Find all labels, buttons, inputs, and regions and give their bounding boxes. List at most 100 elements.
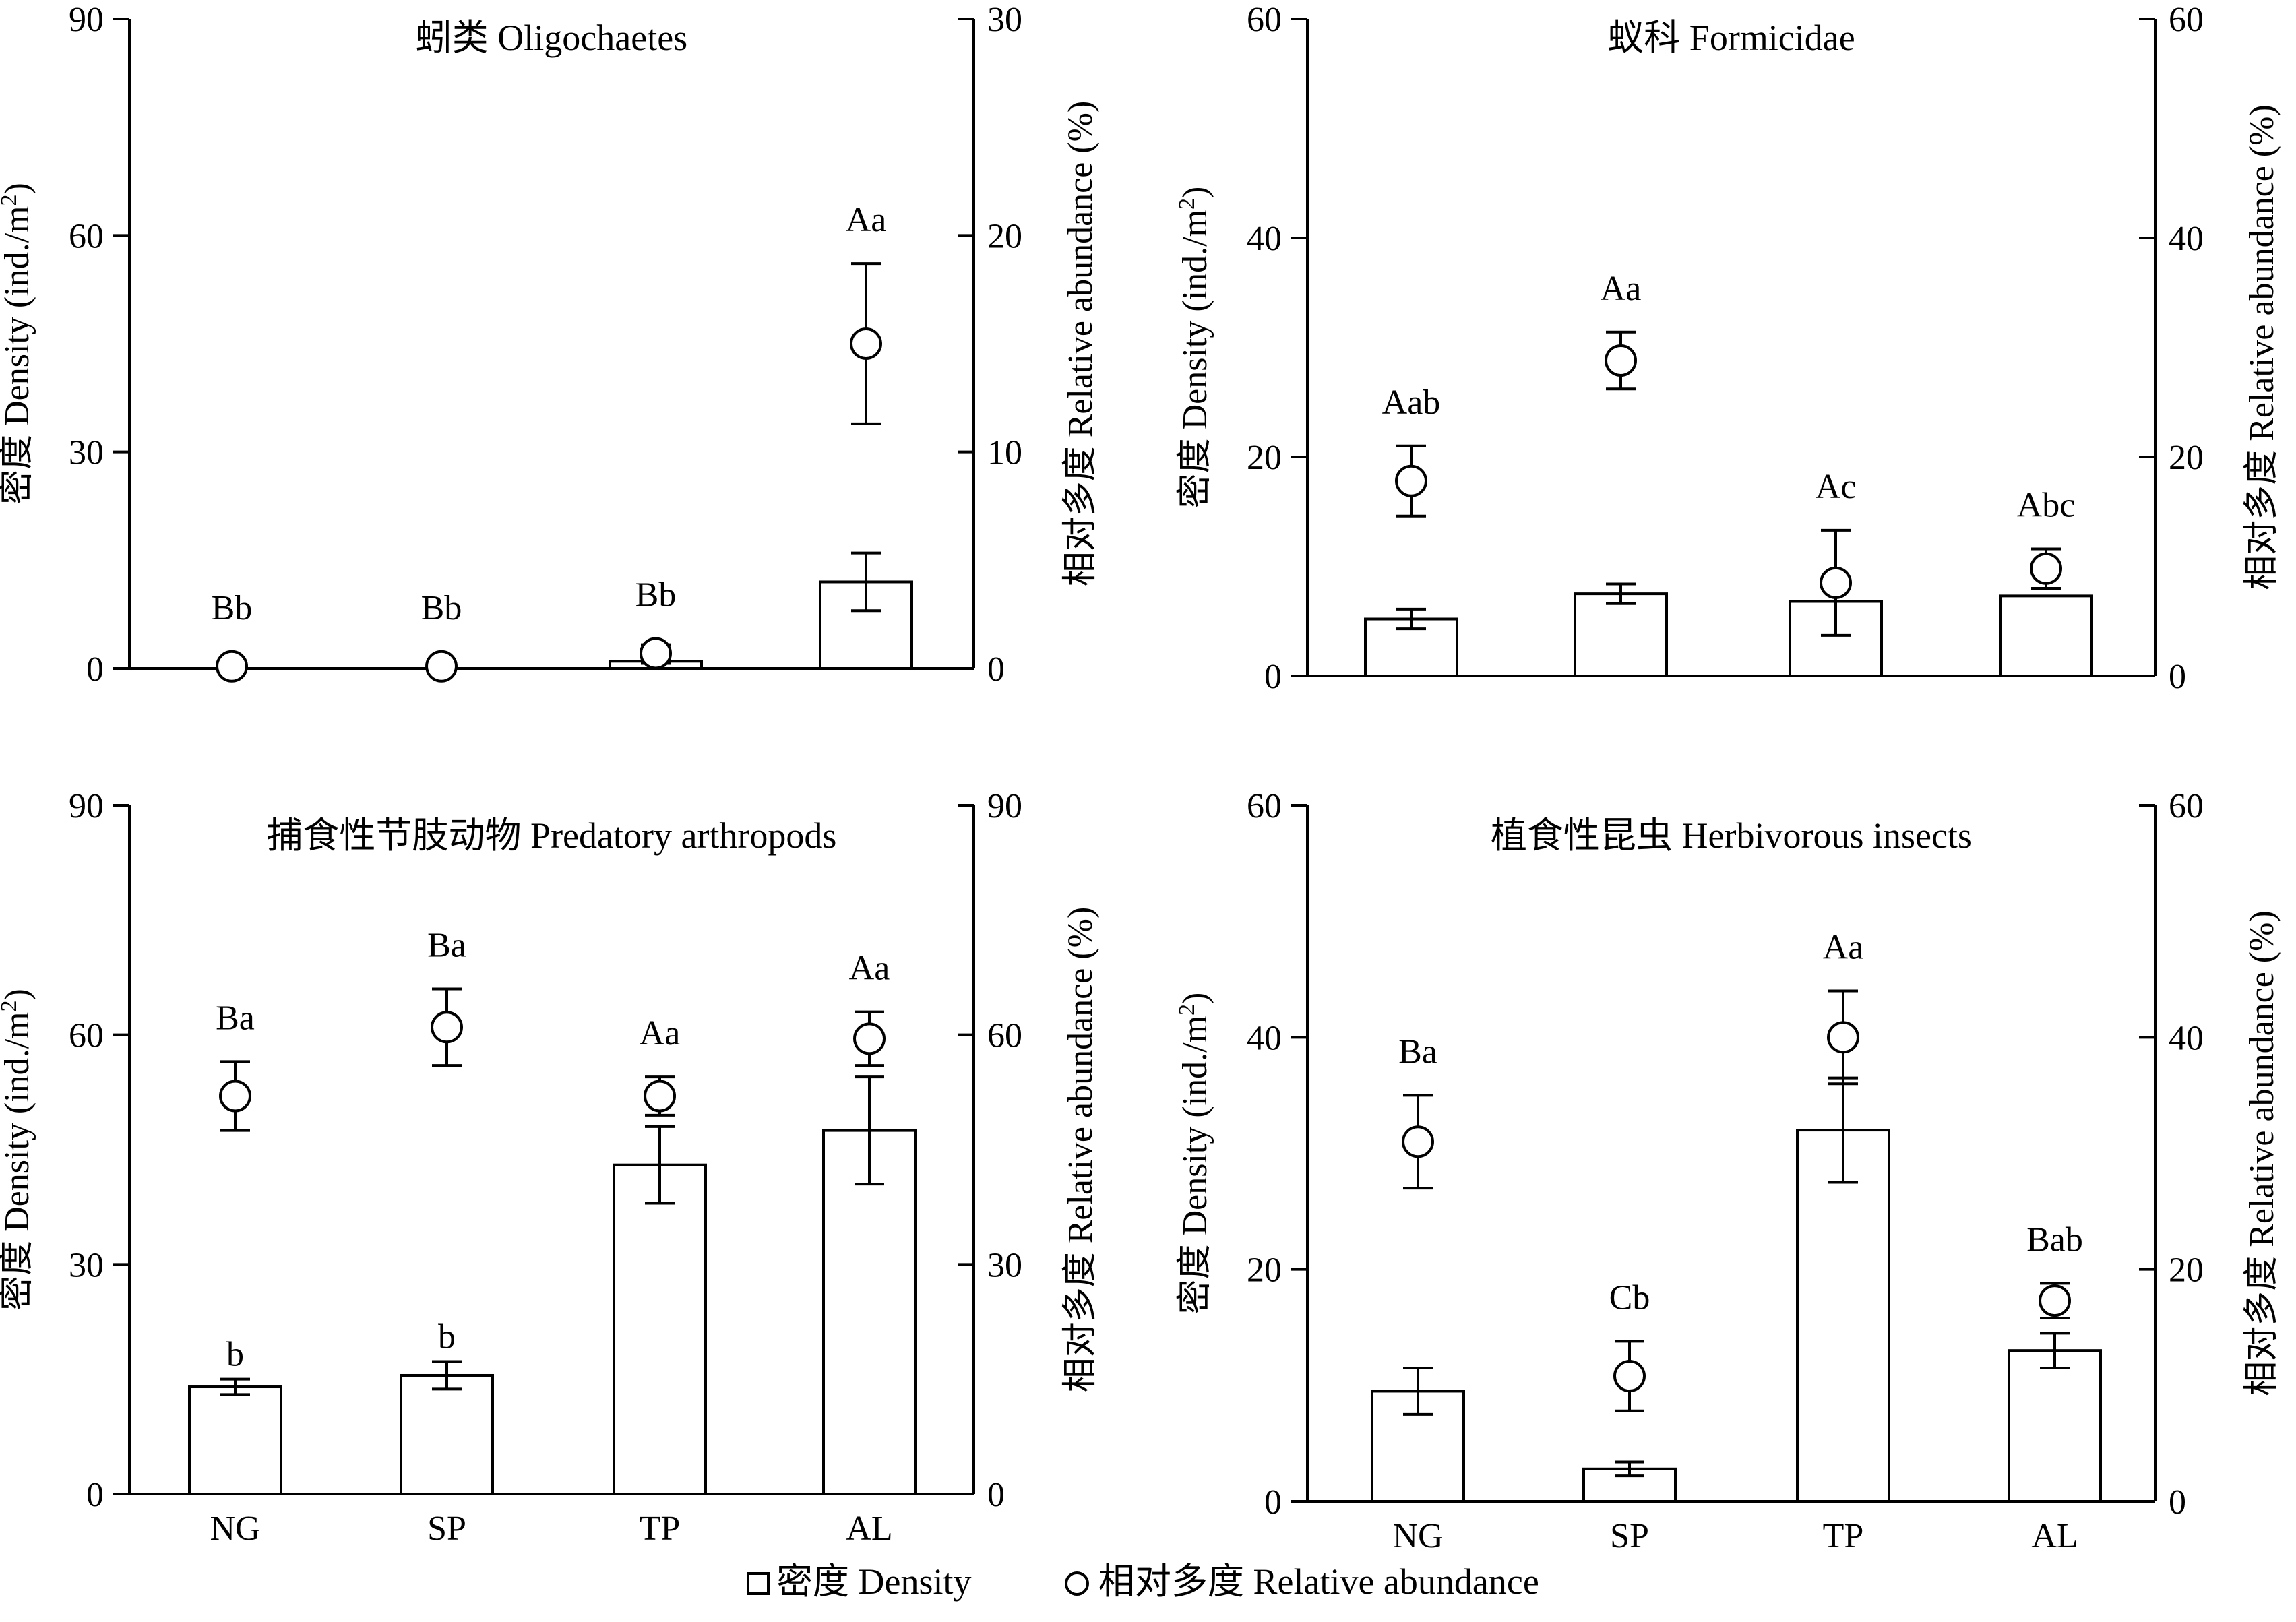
p2-y-tick-label: 60 (1247, 1, 1282, 39)
p4-abundance-sig-label: Bab (2026, 1220, 2083, 1259)
p2-abundance-sig-label: Aab (1382, 383, 1441, 422)
p2-panel-title: 蚁科 Formicidae (1607, 18, 1855, 58)
p4-y2-tick-label: 20 (2169, 1251, 2204, 1290)
p4-x-tick-label: TP (1823, 1517, 1864, 1555)
p1-abundance-point (640, 637, 672, 670)
p2-abundance-sig-label: Abc (2017, 487, 2076, 525)
p4-abundance-sig-label: Aa (1823, 928, 1864, 966)
p3-abundance-sig-label: Aa (640, 1014, 681, 1053)
p3-y-tick-label: 0 (86, 1476, 104, 1514)
p3-x-tick-label: TP (640, 1509, 681, 1548)
p3-abundance-sig-label: Aa (849, 949, 890, 988)
p4-y-tick-label: 40 (1247, 1019, 1282, 1057)
p1-abundance-sig-label: Bb (212, 589, 253, 627)
p2-abundance-point (2030, 552, 2062, 585)
p4-y-tick-label: 20 (1247, 1251, 1282, 1290)
p4-y-axis-title: 密度 Density (ind./m2) (1175, 993, 1214, 1315)
p4-abundance-point (1827, 1021, 1859, 1054)
p2-abundance-sig-label: Ac (1816, 468, 1857, 506)
p3-abundance-point (219, 1080, 251, 1113)
legend-label-density: 密度 Density (776, 1561, 972, 1602)
p4-x-tick-label: AL (2031, 1517, 2078, 1555)
p3-density-bar (188, 1385, 282, 1495)
p1-y-tick-label: 60 (69, 217, 104, 255)
p4-abundance-sig-label: Ba (1398, 1032, 1437, 1071)
p2-y2-tick-label: 20 (2169, 439, 2204, 477)
p4-y2-tick-label: 60 (2169, 787, 2204, 825)
p3-density-sig-label: b (438, 1318, 456, 1356)
p2-y2-tick-label: 0 (2169, 658, 2186, 696)
p4-abundance-sig-label: Cb (1609, 1278, 1650, 1317)
p3-abundance-point (431, 1011, 463, 1044)
p1-y-tick-label: 90 (69, 1, 104, 39)
p4-y-tick-label: 0 (1264, 1483, 1282, 1522)
p3-x-tick-label: NG (210, 1509, 260, 1548)
p4-y2-axis-title: 相对多度 Relative abundance (%) (2243, 910, 2281, 1396)
p4-abundance-point (1613, 1360, 1646, 1393)
p3-y-axis-title: 密度 Density (ind./m2) (0, 989, 36, 1311)
p3-panel-title: 捕食性节肢动物 Predatory arthropods (267, 815, 837, 856)
legend-label-abundance: 相对多度 Relative abundance (1098, 1561, 1539, 1602)
p2-y2-tick-label: 40 (2169, 220, 2204, 258)
p1-abundance-point (850, 327, 882, 360)
p2-abundance-point (1820, 566, 1852, 599)
p2-y2-axis-title: 相对多度 Relative abundance (%) (2243, 104, 2281, 590)
p1-y2-tick-label: 30 (987, 1, 1022, 39)
p3-density-bar (822, 1129, 917, 1495)
p3-y2-tick-label: 30 (987, 1246, 1022, 1284)
p3-abundance-sig-label: Ba (427, 927, 466, 965)
p2-density-bar (1999, 594, 2093, 677)
p4-density-bar (1796, 1129, 1890, 1503)
p1-abundance-point (425, 650, 458, 683)
p3-y-tick-label: 30 (69, 1246, 104, 1284)
p2-y-tick-label: 40 (1247, 220, 1282, 258)
p3-abundance-point (644, 1080, 676, 1113)
legend-circle-marker (1065, 1571, 1089, 1596)
legend-square-marker (747, 1572, 770, 1595)
p3-abundance-sig-label: Ba (216, 999, 255, 1037)
p4-x-tick-label: NG (1392, 1517, 1443, 1555)
p2-abundance-sig-label: Aa (1601, 270, 1642, 308)
p3-y-tick-label: 60 (69, 1017, 104, 1055)
p1-y2-axis-title: 相对多度 Relative abundance (%) (1061, 101, 1100, 587)
p1-y-tick-label: 30 (69, 434, 104, 472)
p1-panel-title: 蚓类 Oligochaetes (416, 18, 687, 58)
p2-density-bar (1574, 592, 1668, 677)
p3-y2-axis-title: 相对多度 Relative abundance (%) (1061, 907, 1100, 1393)
p3-density-sig-label: b (226, 1336, 244, 1374)
p1-abundance-sig-label: Bb (421, 589, 462, 627)
p4-panel-title: 植食性昆虫 Herbivorous insects (1491, 815, 1972, 856)
p4-abundance-point (1402, 1125, 1434, 1158)
p3-density-bar (613, 1163, 707, 1495)
p4-y2-tick-label: 0 (2169, 1483, 2186, 1522)
p1-abundance-point (216, 650, 248, 683)
p3-x-tick-label: AL (846, 1509, 892, 1548)
p1-abundance-sig-label: Bb (635, 576, 677, 615)
p2-abundance-point (1395, 464, 1427, 497)
p1-y2-tick-label: 0 (987, 650, 1005, 689)
p3-y2-tick-label: 60 (987, 1017, 1022, 1055)
p3-density-bar (400, 1373, 494, 1495)
p4-y2-tick-label: 40 (2169, 1019, 2204, 1057)
p3-abundance-point (853, 1022, 886, 1055)
p1-y-tick-label: 0 (86, 650, 104, 689)
p4-density-bar (2008, 1349, 2102, 1503)
p1-abundance-sig-label: Aa (846, 201, 887, 239)
p2-y-axis-title: 密度 Density (ind./m2) (1175, 187, 1214, 509)
p4-abundance-point (2039, 1284, 2071, 1317)
p3-y2-tick-label: 0 (987, 1476, 1005, 1514)
p2-y2-tick-label: 60 (2169, 1, 2204, 39)
p2-y-tick-label: 20 (1247, 439, 1282, 477)
p4-y-tick-label: 60 (1247, 787, 1282, 825)
p1-density-bar (819, 580, 913, 670)
p4-x-tick-label: SP (1610, 1517, 1649, 1555)
p1-y2-tick-label: 20 (987, 217, 1022, 255)
p2-abundance-point (1605, 344, 1637, 377)
p1-y2-tick-label: 10 (987, 434, 1022, 472)
p2-y-tick-label: 0 (1264, 658, 1282, 696)
p1-y-axis-title: 密度 Density (ind./m2) (0, 183, 36, 505)
p3-y2-tick-label: 90 (987, 787, 1022, 825)
p3-y-tick-label: 90 (69, 787, 104, 825)
p3-x-tick-label: SP (427, 1509, 466, 1548)
